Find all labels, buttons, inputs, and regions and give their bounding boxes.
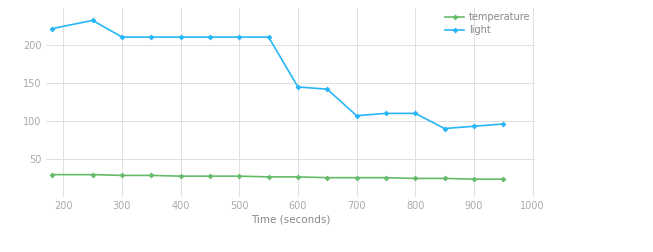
temperature [206,175,214,178]
temperature [500,178,507,181]
light [382,112,390,115]
light [89,19,97,22]
Line: temperature: temperature [50,173,505,181]
temperature [235,175,243,178]
light [500,122,507,125]
temperature [118,174,126,177]
light [264,36,272,39]
temperature [264,175,272,178]
light [148,36,155,39]
temperature [177,175,185,178]
temperature [441,177,449,180]
light [118,36,126,39]
X-axis label: Time (seconds): Time (seconds) [251,215,330,225]
temperature [48,173,56,176]
light [411,112,419,115]
light [323,88,331,91]
light [470,125,478,128]
light [353,114,360,117]
light [206,36,214,39]
Legend: temperature, light: temperature, light [445,12,531,35]
Line: light: light [50,18,505,131]
temperature [323,176,331,179]
temperature [470,178,478,181]
light [441,127,449,130]
temperature [353,176,360,179]
light [177,36,185,39]
temperature [89,173,97,176]
light [235,36,243,39]
light [48,27,56,30]
temperature [411,177,419,180]
temperature [382,176,390,179]
temperature [294,175,302,178]
temperature [148,174,155,177]
light [294,85,302,88]
